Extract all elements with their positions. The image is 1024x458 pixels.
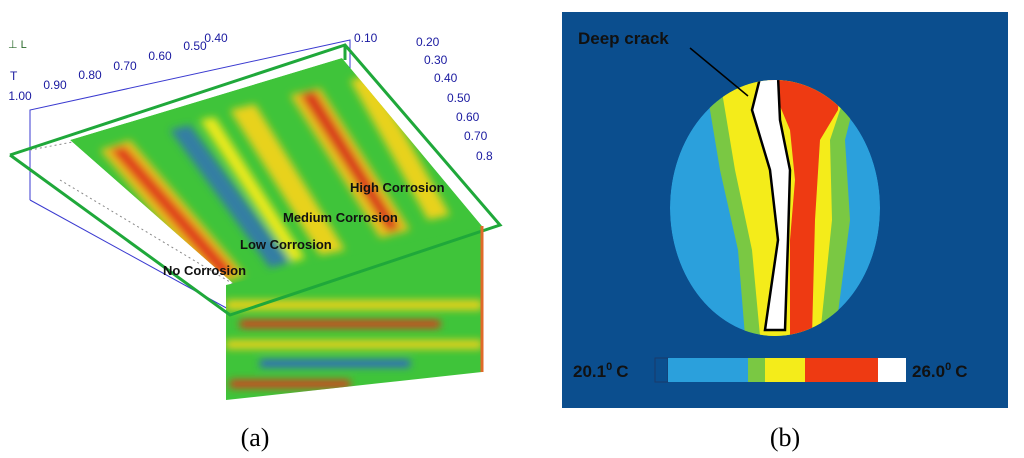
axis-tick-label: 0.40 <box>434 71 458 85</box>
degree: 0 <box>606 361 612 373</box>
surface <box>70 58 482 300</box>
axis-tick-label: 0.70 <box>113 59 137 73</box>
axis-tick-label: 0.90 <box>43 78 67 92</box>
color-scale <box>654 357 906 383</box>
axis-tick-label: 0.50 <box>447 91 471 105</box>
axis-tick-label: 0.60 <box>456 110 480 124</box>
scale-label: 26.00 C <box>912 361 968 381</box>
axis-tick-label: 0.70 <box>464 129 488 143</box>
axis-tick-label: 0.40 <box>204 31 228 45</box>
axis-icon: ⊥ L <box>8 39 27 51</box>
degree: 0 <box>945 361 951 373</box>
axis-tick-label: 0.20 <box>416 35 440 49</box>
scale-value: 20.1 <box>573 362 606 381</box>
callout-line <box>689 47 749 97</box>
green-frame <box>9 43 503 372</box>
scale-value: 26.0 <box>912 362 945 381</box>
axis-tick-label: 0.10 <box>354 31 378 45</box>
callout-label: Deep crack <box>578 29 669 48</box>
caption: (b) <box>770 423 800 452</box>
thermal-disk <box>670 80 880 336</box>
axis-tick-label: 0.8 <box>476 149 493 163</box>
caption: (a) <box>241 423 270 452</box>
region-label: High Corrosion <box>350 180 445 195</box>
region-label: Low Corrosion <box>240 237 332 252</box>
axis-tick-label: 0.60 <box>148 49 172 63</box>
axis-letter: T <box>10 69 18 83</box>
region-label: Medium Corrosion <box>283 210 398 225</box>
axis-tick-label: 0.80 <box>78 68 102 82</box>
scale-label: 20.10 C <box>573 361 629 381</box>
unit: C <box>955 362 967 381</box>
unit: C <box>616 362 628 381</box>
axis-tick-label: 0.30 <box>424 53 448 67</box>
axis-tick-label: 1.00 <box>8 89 32 103</box>
region-label: No Corrosion <box>163 263 246 278</box>
axis-tick-label: 0.50 <box>183 39 207 53</box>
